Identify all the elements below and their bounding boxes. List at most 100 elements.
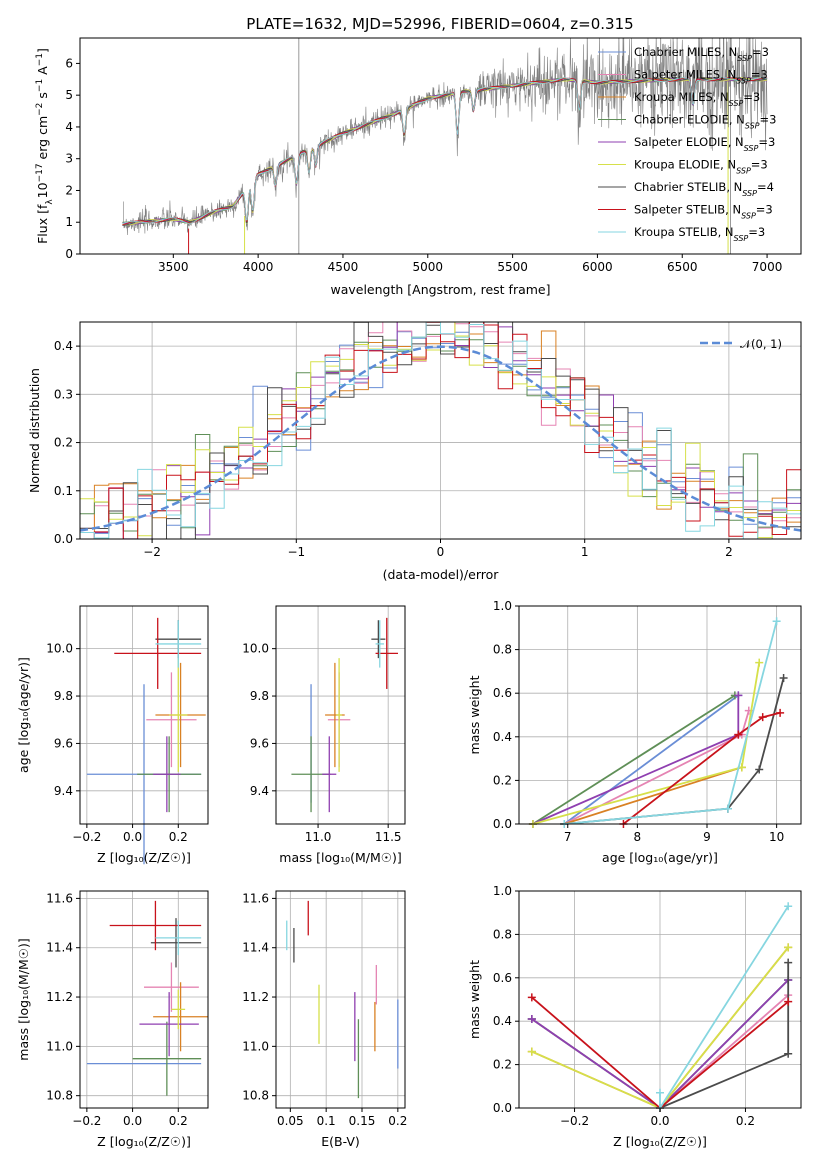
spectrum-ytick-label: 5 [65,88,73,102]
legend-entry-sub: SSP [742,189,757,198]
mass_vs_EBV-xlabel: E(B-V) [321,1134,360,1149]
mass_vs_EBV-ytick-label: 11.6 [242,891,269,905]
legend-entry-sub: SSP [745,121,760,130]
weight_vs_age-plot [528,617,788,828]
mass_vs_Z-xlabel: Z [log₁₀(Z/Z☉)] [97,1134,191,1149]
mass_vs_EBV-ytick-label: 11.0 [242,1039,269,1053]
legend-entry-name: Chabrier STELIB, N [634,180,742,194]
weight_vs_age-point-marker [755,658,764,667]
spectrum-ytick-label: 6 [65,56,73,70]
spectrum-ytick-label: 1 [65,215,73,229]
age_vs_Z-ylabel: age [log₁₀(age/yr)] [16,657,31,773]
age_vs_Z-ytick-label: 10.0 [46,642,73,656]
weight_vs_Z-xtick-label: 0.0 [650,1114,669,1128]
mass_vs_Z-plot [86,900,208,1096]
mass_vs_EBV-xtick-label: 0.05 [277,1114,304,1128]
weight_vs_age-point-marker [734,691,743,700]
age_vs_Z-plot [86,617,206,865]
mass_vs_Z-ytick-label: 10.8 [46,1089,73,1103]
age_vs_mass-xlabel: mass [log₁₀(M/M☉)] [279,850,401,865]
spectrum-xtick-label: 3500 [158,260,189,274]
weight_vs_Z-point-marker [527,993,536,1002]
weight_vs_age-ytick-label: 0.8 [493,643,512,657]
weight_vs_Z-point-marker [527,1047,536,1056]
spectrum-ylabel: Flux [fλ10−17 erg cm−2 s−1 A−1] [35,48,55,244]
weight_vs_Z-point-marker [784,902,793,911]
spectrum-ytick-label: 2 [65,183,73,197]
spectrum-model-line [122,77,768,226]
mass_vs_Z-xtick-label: 0.0 [123,1114,142,1128]
mass_vs_EBV-xtick-label: 0.2 [388,1114,407,1128]
legend-entry-n: =3 [748,225,765,239]
age_vs_mass-xtick-label: 11.5 [375,830,402,844]
weight_vs_age-point-marker [776,708,785,717]
spectrum-ylabel-part: A [35,66,50,79]
weight_vs_age-ytick-label: 0.4 [493,730,512,744]
age_vs_Z-xtick-label: 0.0 [123,830,142,844]
age_vs_mass-ytick-label: 10.0 [242,642,269,656]
legend-entry-sub: SSP [741,211,756,220]
age_vs_Z-frame [79,605,209,825]
weight_vs_age-xtick-label: 7 [564,830,572,844]
weight_vs_age-ytick-label: 0.2 [493,773,512,787]
histogram-xtick-label: −2 [143,545,161,559]
spectrum-xtick-label: 5000 [413,260,444,274]
legend-entry-sub: SSP [734,234,749,243]
spectrum-xlabel: wavelength [Angstrom, rest frame] [330,282,550,297]
mass_vs_Z-ytick-label: 11.6 [46,891,73,905]
spectrum-ylabel-part: Flux [f [35,204,50,244]
legend-entry-sub: SSP [736,76,751,85]
weight_vs_Z-ytick-label: 0.8 [493,927,512,941]
weight_vs_Z-ytick-label: 0.4 [493,1014,512,1028]
mass_vs_EBV-plot [286,900,399,1099]
histogram-step [80,322,801,539]
legend-entry: Kroupa MILES, NSSP=3 [634,90,760,108]
spectrum-xtick-label: 4500 [328,260,359,274]
legend-entry-n: =3 [743,90,760,104]
spectrum-ylabel-part: −1 [35,79,45,92]
histogram-ytick-label: 0.3 [54,387,73,401]
histogram-xtick-label: −1 [287,545,305,559]
legend-entry-name: Kroupa ELODIE, N [634,158,736,172]
spectrum-ylabel-part: −1 [35,53,45,66]
spectrum-ytick-label: 0 [65,247,73,261]
mass_vs_EBV-xtick-label: 0.15 [349,1114,376,1128]
weight_vs_Z-point-marker [656,1088,664,1097]
weight_vs_Z-ytick-label: 0.2 [493,1058,512,1072]
spectrum-ylabel-part: λ [45,199,55,205]
mass_vs_Z-ytick-label: 11.0 [46,1039,73,1053]
mass_vs_EBV-grid [276,891,405,1108]
age_vs_mass-xtick-label: 11.0 [305,830,332,844]
legend-entry-name: Chabrier MILES, N [634,45,737,59]
spectrum-model-line [122,77,768,226]
legend-entry-n: =3 [751,158,768,172]
spectrum-ytick-label: 4 [65,120,73,134]
histogram-ytick-label: 0.1 [54,484,73,498]
histogram-plot [80,322,801,539]
age_vs_mass-ytick-label: 9.6 [250,736,269,750]
histogram-ytick-label: 0.0 [54,532,73,546]
mass_vs_EBV-xtick-label: 0.1 [317,1114,336,1128]
legend-entry-name: Chabrier ELODIE, N [634,113,745,127]
age_vs_Z-ytick-label: 9.6 [54,736,73,750]
weight_vs_age-series-line [532,694,736,825]
legend-entry-n: =3 [752,45,769,59]
normal-curve [80,345,801,532]
age_vs_Z-ytick-label: 9.8 [54,689,73,703]
legend-entry-n: =3 [758,135,775,149]
spectrum-xtick-label: 6000 [582,260,613,274]
legend-entry: Chabrier MILES, NSSP=3 [634,45,769,63]
histogram-legend: 𝒩(0, 1) [700,337,782,351]
figure-title: PLATE=1632, MJD=52996, FIBERID=0604, z=0… [246,15,633,33]
legend-entry: Salpeter MILES, NSSP=3 [634,68,768,86]
histogram-xtick-label: 2 [725,545,733,559]
weight_vs_age-series-line [564,766,743,825]
spectrum-xtick-label: 7000 [752,260,783,274]
legend-entry-n: =3 [751,68,768,82]
weight_vs_age-xtick-label: 9 [703,830,711,844]
weight_vs_age-point-marker [723,804,732,813]
weight_vs_age-point-marker [734,730,743,739]
legend-entry-name: Kroupa MILES, N [634,90,729,104]
weight_vs_age-point-marker [755,765,764,774]
